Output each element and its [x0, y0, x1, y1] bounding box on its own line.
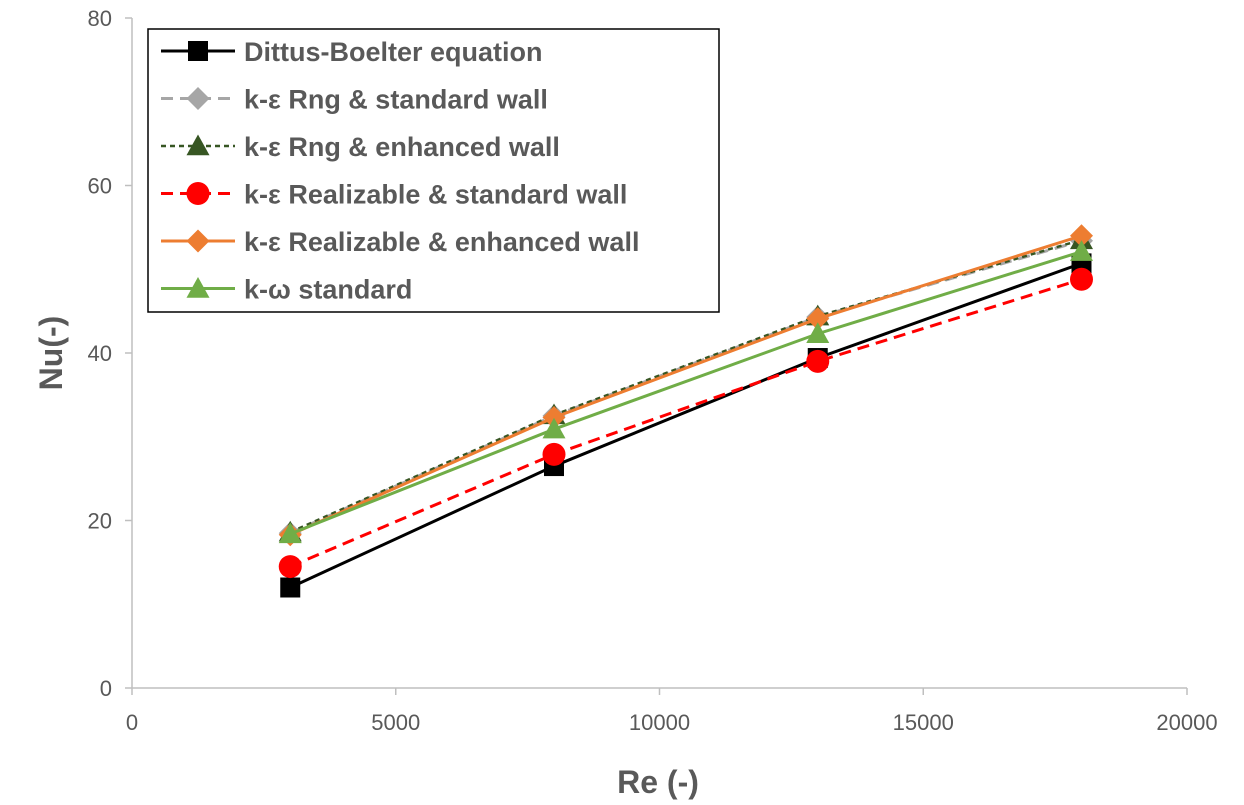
y-axis-title: Nu(-)	[33, 316, 69, 391]
series-layer	[278, 224, 1093, 598]
y-tick-label: 40	[88, 341, 112, 366]
legend-item: Dittus-Boelter equation	[161, 37, 543, 67]
legend-label: k-ε Realizable & enhanced wall	[244, 227, 639, 257]
legend-marker	[188, 41, 208, 61]
data-point	[542, 417, 566, 439]
legend-item: k-ω standard	[161, 275, 412, 305]
legend-label: Dittus-Boelter equation	[244, 37, 543, 67]
legend-marker	[186, 134, 210, 156]
data-point	[1070, 267, 1093, 291]
x-tick-label: 5000	[371, 710, 420, 735]
legend-marker	[186, 182, 210, 205]
data-point	[280, 577, 301, 598]
data-point	[1070, 224, 1093, 248]
legend: Dittus-Boelter equation k-ε Rng & standar…	[147, 28, 720, 313]
legend-label: k-ω standard	[244, 275, 412, 305]
series-line	[289, 239, 1082, 535]
x-axis-title: Re (-)	[617, 764, 699, 800]
x-tick-label: 10000	[629, 710, 690, 735]
data-point	[806, 349, 830, 373]
y-tick-label: 60	[88, 174, 112, 199]
series-line	[289, 238, 1082, 534]
legend-item: k-ε Realizable & standard wall	[161, 180, 627, 210]
data-point	[542, 442, 566, 466]
series-4	[278, 224, 1093, 547]
series-line	[289, 250, 1082, 536]
series-line	[289, 234, 1082, 537]
data-point	[1070, 240, 1093, 261]
x-tick-label: 20000	[1156, 710, 1217, 735]
series-line	[289, 277, 1082, 568]
legend-label: k-ε Realizable & standard wall	[244, 180, 627, 210]
legend-box	[147, 28, 720, 313]
data-point	[278, 555, 302, 579]
y-tick-label: 80	[88, 6, 112, 31]
data-point	[542, 405, 566, 429]
legend-marker	[186, 229, 210, 253]
axes: 0 5000 10000 15000 20000 0 20 40 60 80	[88, 6, 1218, 735]
x-tick-label: 0	[126, 710, 138, 735]
series-3	[278, 267, 1093, 579]
y-tick-label: 0	[100, 676, 112, 701]
data-point	[806, 322, 830, 343]
series-line	[289, 261, 1083, 589]
legend-item: k-ε Rng & enhanced wall	[161, 132, 560, 162]
data-point	[806, 307, 830, 331]
legend-label: k-ε Rng & enhanced wall	[244, 132, 560, 162]
legend-marker	[186, 277, 210, 298]
legend-marker	[186, 87, 210, 110]
series-5	[278, 240, 1093, 544]
legend-item: k-ε Rng & standard wall	[161, 85, 548, 115]
y-tick-label: 20	[88, 509, 112, 534]
legend-label: k-ε Rng & standard wall	[244, 85, 548, 115]
x-tick-label: 15000	[893, 710, 954, 735]
legend-item: k-ε Realizable & enhanced wall	[161, 227, 639, 257]
data-point	[278, 522, 302, 544]
